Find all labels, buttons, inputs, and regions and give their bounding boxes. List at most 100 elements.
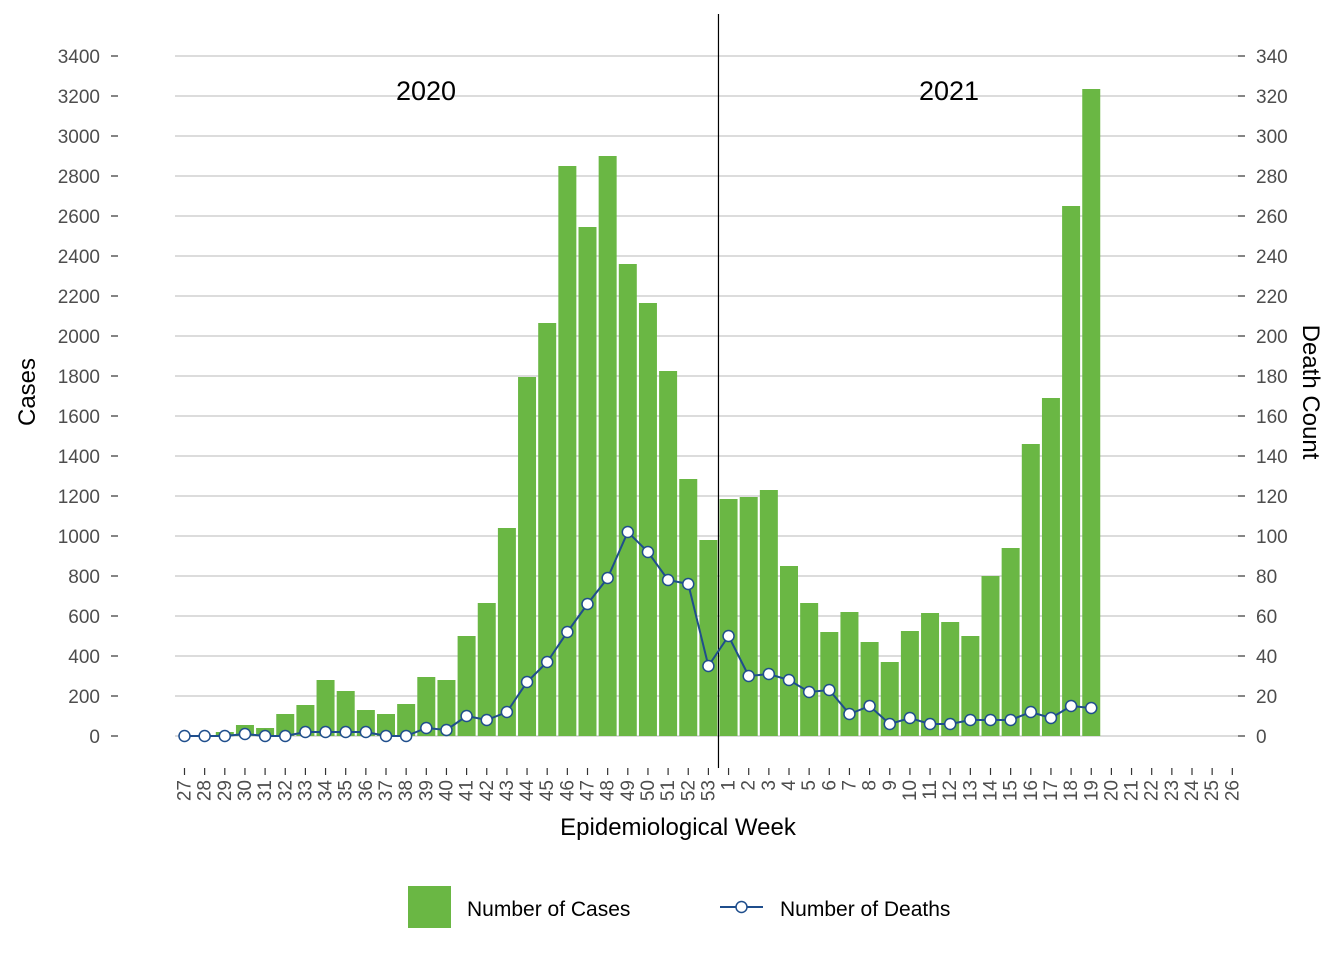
deaths-point: [682, 577, 695, 591]
x-tick-label: 35: [336, 780, 357, 801]
deaths-point: [1004, 713, 1017, 727]
x-tick-label: 5: [799, 780, 820, 791]
x-tick-label: 24: [1182, 780, 1203, 802]
bar-cases: [518, 377, 537, 736]
x-tick-label: 39: [416, 780, 437, 801]
x-tick-label: 9: [880, 780, 901, 791]
deaths-point: [984, 713, 997, 727]
x-tick-label: 28: [195, 780, 216, 801]
x-tick-label: 1: [719, 780, 740, 791]
bar-cases: [1021, 444, 1040, 736]
x-axis: 27 28 29 30 31 32 33 34 35 36 37 38 39 40 41 42 43 44 45 46…: [175, 768, 1243, 802]
bar-cases: [276, 714, 295, 736]
deaths-point: [198, 729, 211, 743]
y-tick-label: 1000: [58, 527, 100, 548]
x-tick-label: 33: [295, 780, 316, 801]
bar-cases: [336, 691, 355, 736]
y-tick-label: 3400: [58, 47, 100, 68]
x-tick-label: 42: [477, 780, 498, 801]
bar-cases: [900, 631, 919, 736]
deaths-point: [178, 729, 191, 743]
y-tick-label: 2600: [58, 207, 100, 228]
deaths-point: [1064, 699, 1078, 713]
y-axis-title: Cases: [14, 358, 41, 426]
x-tick-label: 50: [638, 780, 659, 801]
bar-cases: [316, 680, 335, 736]
y2-tick-label: 100: [1256, 527, 1288, 548]
x-tick-label: 21: [1122, 780, 1143, 801]
x-tick-label: 25: [1202, 780, 1223, 801]
x-tick-label: 30: [235, 780, 256, 801]
y2-axis-title: Death Count: [1297, 325, 1324, 460]
y-tick-label: 0: [89, 727, 100, 748]
bar-cases: [679, 479, 698, 736]
deaths-point: [702, 659, 715, 673]
deaths-point: [299, 725, 312, 739]
legend-swatch-deaths-marker: [735, 900, 748, 914]
deaths-point: [1024, 705, 1038, 719]
x-tick-label: 2: [739, 780, 760, 791]
bar-cases: [497, 528, 516, 736]
x-tick-label: 4: [779, 780, 800, 791]
x-tick-label: 19: [1081, 780, 1102, 801]
x-tick-label: 40: [436, 780, 457, 801]
bar-cases: [397, 704, 416, 736]
deaths-point: [621, 525, 635, 539]
y-axis-right: 0 20 40 60 80 100 120 140 160 180 200 220 240 260 280 3…: [1238, 47, 1288, 748]
y2-tick-label: 320: [1256, 87, 1288, 108]
y-tick-label: 1600: [58, 407, 100, 428]
deaths-point: [238, 727, 252, 741]
x-tick-label: 44: [517, 780, 538, 802]
x-tick-label: 13: [960, 780, 981, 801]
y2-tick-label: 80: [1256, 567, 1277, 588]
deaths-point: [319, 725, 332, 739]
bar-cases: [578, 227, 597, 736]
deaths-point: [1044, 711, 1058, 725]
deaths-point: [258, 729, 272, 743]
x-tick-label: 15: [1001, 780, 1022, 801]
x-tick-label: 32: [275, 780, 296, 801]
deaths-line: [184, 530, 1092, 737]
legend: Number of Cases Number of Deaths: [408, 886, 950, 928]
y2-tick-label: 40: [1256, 647, 1277, 668]
deaths-point: [581, 597, 594, 611]
deaths-point: [863, 699, 876, 713]
deaths-point: [843, 707, 856, 721]
deaths-point: [964, 713, 977, 727]
deaths-point: [480, 713, 493, 727]
bar-cases: [1082, 89, 1101, 736]
x-tick-label: 7: [839, 780, 860, 791]
x-tick-label: 46: [557, 780, 578, 801]
x-tick-label: 20: [1101, 780, 1122, 801]
deaths-point: [540, 655, 554, 669]
bar-cases: [759, 490, 778, 736]
x-tick-label: 17: [1041, 780, 1062, 801]
bar-cases: [558, 166, 577, 736]
deaths-point: [641, 545, 655, 559]
y-tick-label: 800: [68, 567, 100, 588]
x-tick-label: 53: [698, 780, 719, 801]
deaths-point: [359, 725, 373, 739]
bar-cases: [961, 636, 980, 736]
x-tick-label: 11: [920, 780, 941, 800]
bar-cases: [800, 603, 819, 736]
y-tick-label: 2200: [58, 287, 100, 308]
bar-cases: [739, 497, 758, 736]
y-tick-label: 1400: [58, 447, 100, 468]
bar-cases: [1062, 206, 1081, 736]
y-tick-label: 400: [68, 647, 100, 668]
x-tick-label: 51: [658, 780, 679, 801]
bar-cases: [457, 636, 476, 736]
deaths-point: [823, 683, 836, 697]
bar-cases: [1041, 398, 1060, 736]
deaths-point: [802, 685, 816, 699]
bar-cases: [880, 662, 899, 736]
x-tick-label: 12: [940, 780, 961, 801]
x-tick-label: 45: [537, 780, 558, 801]
year-label-2020: 2020: [396, 76, 456, 106]
y2-tick-label: 280: [1256, 167, 1288, 188]
deaths-point: [279, 729, 292, 743]
x-tick-label: 41: [457, 780, 478, 801]
bar-cases: [437, 680, 456, 736]
